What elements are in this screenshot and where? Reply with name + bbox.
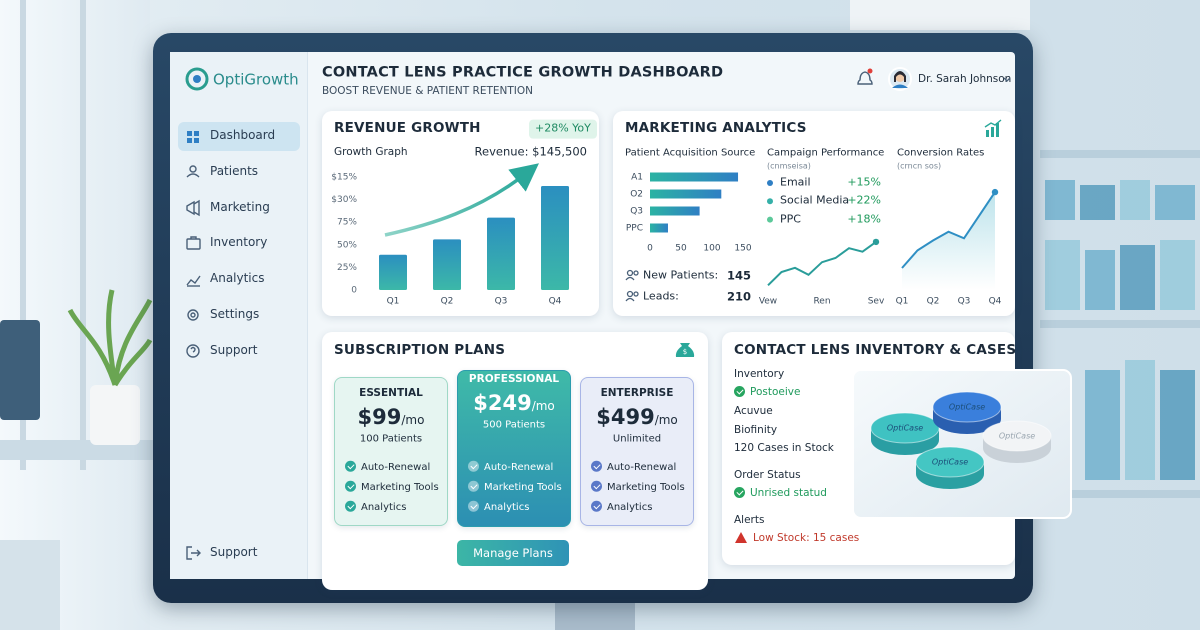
brand-item: Acuvue	[734, 404, 773, 417]
nav-item[interactable]: Settings	[210, 307, 260, 322]
nav-item[interactable]: Marketing	[210, 199, 270, 214]
plan-price: $99/mo	[335, 405, 447, 429]
campaign-name: PPC	[780, 212, 801, 226]
revenue-badge: +28% YoY	[529, 119, 597, 139]
brand-item: Biofinity	[734, 423, 778, 436]
plan-feature: Auto-Renewal	[591, 460, 677, 474]
campaign-change: +18%	[847, 212, 881, 226]
conversion-subtitle: (crncn sos)	[897, 161, 942, 171]
feature-text: Auto-Renewal	[607, 461, 677, 473]
check-icon	[345, 500, 356, 512]
plan-name: ESSENTIAL	[359, 386, 423, 399]
feature-text: Analytics	[361, 501, 407, 513]
subscription-title: SUBSCRIPTION PLANS	[334, 342, 506, 359]
revenue-subtitle: Growth Graph	[334, 145, 408, 158]
campaign-change: +22%	[847, 193, 881, 207]
check-icon	[468, 460, 479, 472]
campaign-subtitle: (cnmseisa)	[767, 161, 811, 171]
campaign-name: Social Media	[780, 193, 850, 207]
feature-text: Analytics	[484, 501, 530, 513]
order-status: Unrised statud	[734, 486, 827, 499]
inventory-status-text: Postoeive	[750, 385, 801, 398]
feature-text: Auto-Renewal	[361, 461, 431, 473]
check-icon	[345, 460, 356, 472]
header-title: CONTACT LENS PRACTICE GROWTH DASHBOARD	[322, 64, 724, 81]
price-period: /mo	[654, 412, 678, 427]
check-icon	[591, 500, 602, 512]
inventory-title: CONTACT LENS INVENTORY & CASES	[734, 342, 1017, 359]
stock: 120 Cases in Stock	[734, 441, 834, 454]
feature-text: Auto-Renewal	[484, 461, 554, 473]
plan-name: PROFESSIONAL	[468, 372, 560, 385]
nav-bottom[interactable]: Support	[210, 545, 258, 560]
nav-item[interactable]: Inventory	[210, 235, 268, 250]
order-status-text: Unrised statud	[750, 486, 827, 499]
campaign-name: Email	[780, 175, 811, 189]
price-period: /mo	[531, 398, 555, 413]
price-amount: $99	[357, 404, 402, 429]
check-icon	[468, 480, 479, 492]
check-icon	[591, 460, 602, 472]
price-period: /mo	[401, 412, 425, 427]
conversion-title: Conversion Rates	[897, 147, 985, 159]
plan-price: $499/mo	[581, 405, 693, 429]
feature-text: Marketing Tools	[484, 481, 562, 493]
plan-limit: Unlimited	[612, 433, 662, 445]
check-icon	[345, 480, 356, 492]
check-icon	[591, 480, 602, 492]
plan-name: ENTERPRISE	[600, 386, 674, 399]
campaign-title: Campaign Performance	[767, 147, 885, 159]
campaign-change: +15%	[847, 175, 881, 189]
plan-feature: Marketing Tools	[468, 480, 562, 494]
plan-feature: Auto-Renewal	[468, 460, 554, 474]
order-label: Order Status	[734, 468, 801, 481]
plan-card[interactable]: ESSENTIAL $99/mo 100 Patients Auto-Renewal M…	[334, 377, 448, 526]
marketing-title: MARKETING ANALYTICS	[625, 120, 807, 137]
marketing-card	[613, 111, 1015, 316]
plan-feature: Analytics	[468, 500, 530, 514]
revenue-title: REVENUE GROWTH	[334, 120, 481, 137]
inventory-label: Inventory	[734, 367, 785, 380]
alert: Low Stock: 15 cases	[753, 531, 860, 544]
stat-label: Leads:	[643, 289, 679, 303]
plan-feature: Auto-Renewal	[345, 460, 431, 474]
manage-plans-button[interactable]: Manage Plans	[457, 540, 569, 566]
inventory-status: Postoeive	[734, 385, 801, 398]
revenue-total: Revenue: $145,500	[474, 144, 587, 159]
revenue-card	[322, 111, 599, 316]
stat-value: 145	[727, 268, 752, 283]
feature-text: Analytics	[607, 501, 653, 513]
plan-price: $249/mo	[458, 391, 570, 415]
plan-feature: Marketing Tools	[345, 480, 439, 494]
nav-item[interactable]: Patients	[210, 163, 259, 178]
plan-feature: Analytics	[345, 500, 407, 514]
feature-text: Marketing Tools	[361, 481, 439, 493]
plan-feature: Analytics	[591, 500, 653, 514]
nav-item[interactable]: Support	[210, 342, 258, 357]
active-nav-highlight	[178, 122, 300, 151]
header-subtitle: BOOST REVENUE & PATIENT RETENTION	[322, 84, 533, 97]
feature-text: Marketing Tools	[607, 481, 685, 493]
nav-item[interactable]: Dashboard	[210, 128, 276, 143]
stat-value: 210	[727, 289, 752, 304]
brand: OptiGrowth	[213, 70, 299, 89]
stat-label: New Patients:	[643, 268, 719, 282]
plan-limit: 100 Patients	[359, 433, 423, 445]
plan-card[interactable]: PROFESSIONAL $249/mo 500 Patients Auto-Rene…	[457, 370, 571, 527]
price-amount: $249	[473, 390, 532, 415]
check-icon	[468, 500, 479, 512]
plan-card[interactable]: ENTERPRISE $499/mo Unlimited Auto-Renewal Ma…	[580, 377, 694, 526]
alerts-label: Alerts	[734, 513, 765, 526]
plan-limit: 500 Patients	[482, 419, 546, 431]
price-amount: $499	[596, 404, 655, 429]
user-name[interactable]: Dr. Sarah Johnson	[918, 72, 1012, 85]
acquisition-title: Patient Acquisition Source	[625, 147, 756, 159]
nav-item[interactable]: Analytics	[210, 271, 265, 286]
plan-feature: Marketing Tools	[591, 480, 685, 494]
